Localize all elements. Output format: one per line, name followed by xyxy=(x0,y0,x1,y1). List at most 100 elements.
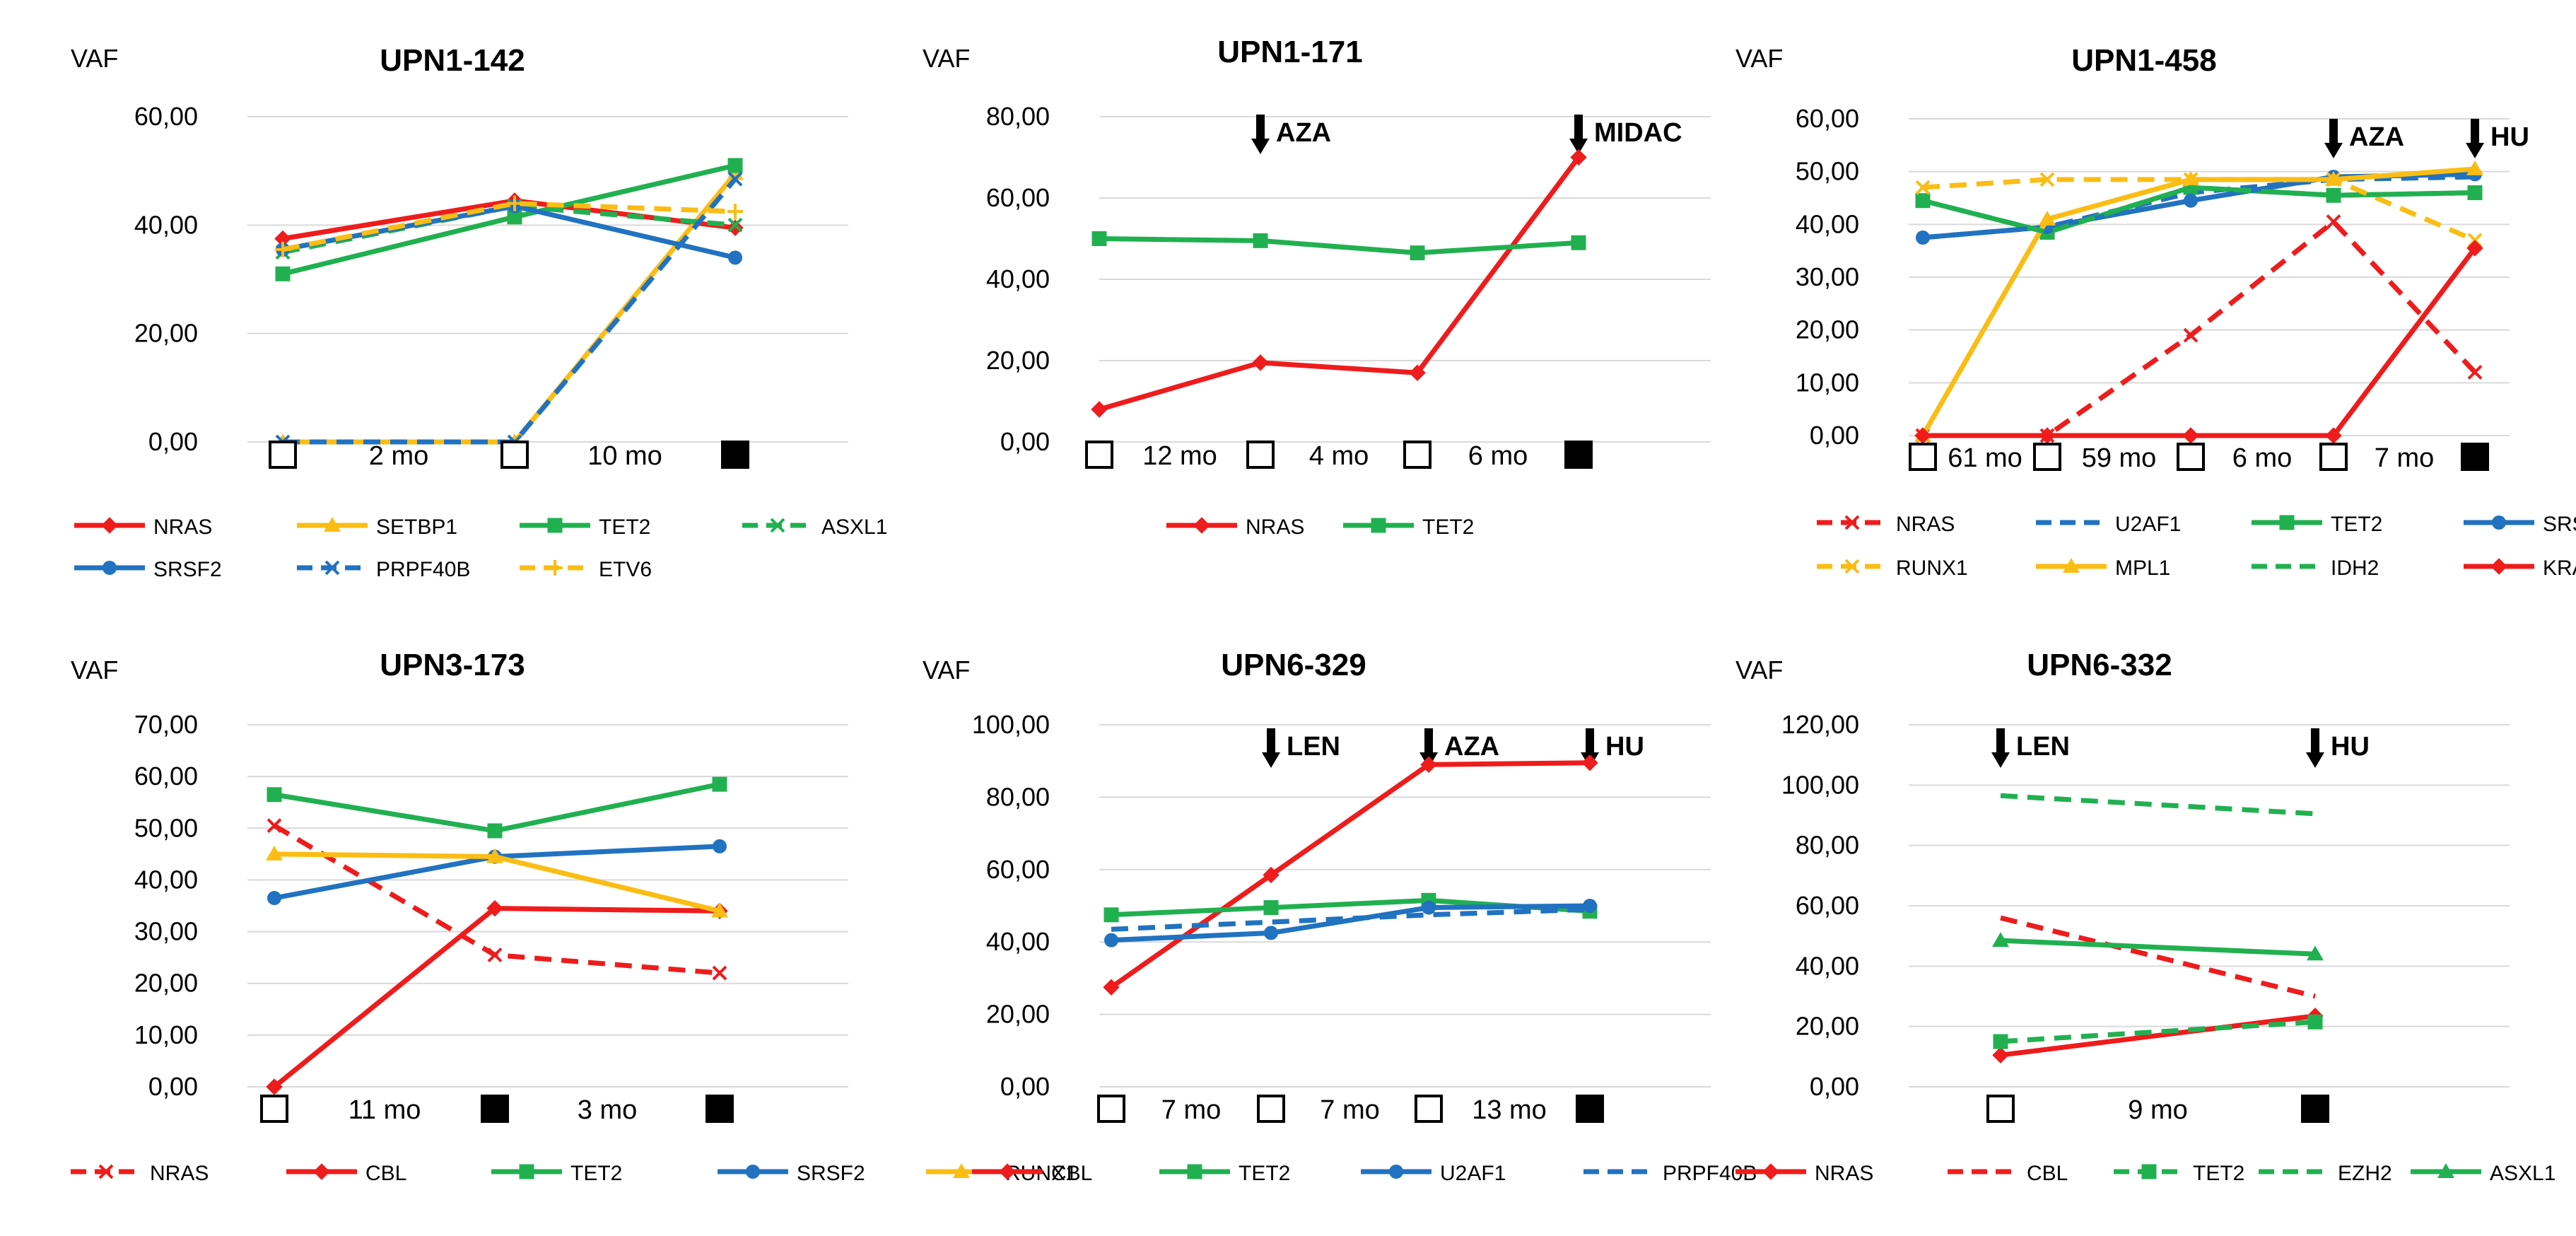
legend-item-idh2: IDH2 xyxy=(2252,556,2379,580)
y-tick-label: 80,00 xyxy=(986,782,1050,811)
data-point xyxy=(1263,900,1279,916)
legend-marker xyxy=(98,1164,114,1179)
legend-marker xyxy=(1844,515,1860,530)
series-line xyxy=(282,204,736,255)
timepoint-filled-marker xyxy=(2461,443,2489,471)
therapy-label: LEN xyxy=(2016,732,2070,762)
data-point xyxy=(727,171,743,187)
data-point xyxy=(1104,933,1118,948)
y-tick-label: 0,00 xyxy=(1000,1072,1050,1101)
series-line xyxy=(282,201,736,252)
chart-title: UPN6-332 xyxy=(2027,648,2172,682)
y-tick-label: 40,00 xyxy=(134,210,198,239)
data-point xyxy=(2039,210,2056,226)
y-tick-label: 20,00 xyxy=(986,346,1050,375)
series-runx1 xyxy=(1915,172,2483,248)
therapy-label: LEN xyxy=(1287,732,1340,762)
data-point xyxy=(1263,866,1280,884)
y-axis-label: VAF xyxy=(71,655,118,684)
data-point xyxy=(2184,193,2198,208)
legend-marker xyxy=(746,1165,760,1179)
data-point xyxy=(1253,233,1268,248)
legend-label: TET2 xyxy=(599,515,650,539)
series-ezh2 xyxy=(2000,793,2316,817)
legend-label: KRAS xyxy=(2543,556,2576,580)
data-point xyxy=(712,965,727,981)
y-tick-label: 60,00 xyxy=(134,102,198,131)
series-asxl1 xyxy=(1992,932,2324,961)
data-point xyxy=(1264,926,1278,940)
legend-marker xyxy=(2437,1163,2454,1178)
legend-item-tet2: TET2 xyxy=(2114,1162,2244,1185)
timepoint-empty-marker xyxy=(1415,1095,1443,1123)
data-point xyxy=(2467,364,2483,380)
therapy-arrow-icon xyxy=(1251,115,1270,154)
y-axis-label: VAF xyxy=(923,655,970,684)
timepoint-empty-marker xyxy=(2319,443,2348,471)
data-point xyxy=(1915,180,1931,195)
legend-item-u2af1: U2AF1 xyxy=(1361,1162,1506,1185)
y-tick-label: 20,00 xyxy=(1796,1012,1859,1041)
legend-label: CBL xyxy=(2027,1162,2068,1185)
legend-label: CBL xyxy=(1051,1162,1092,1185)
legend-label: NRAS xyxy=(150,1162,209,1185)
data-point xyxy=(2307,945,2324,961)
series-line xyxy=(1920,166,2476,437)
legend-marker xyxy=(1844,559,1860,574)
series-line xyxy=(1099,156,1581,412)
y-axis-label: VAF xyxy=(1735,655,1783,684)
chart-title: UPN1-171 xyxy=(1217,35,1362,69)
y-tick-label: 0,00 xyxy=(1810,1072,1859,1101)
data-point xyxy=(275,241,291,257)
series-line xyxy=(2000,1019,2316,1044)
legend-item-etv6: ETV6 xyxy=(520,558,652,581)
y-tick-label: 40,00 xyxy=(986,927,1050,956)
therapy-label: AZA xyxy=(1276,118,1331,148)
legend-marker xyxy=(313,1163,330,1180)
series-line xyxy=(2000,915,2316,999)
timepoint-empty-marker xyxy=(1097,1095,1125,1123)
legend-label: SRSF2 xyxy=(153,558,222,581)
timepoint-empty-marker xyxy=(1909,443,1937,471)
y-tick-label: 80,00 xyxy=(1796,831,1859,860)
legend-marker xyxy=(2141,1164,2157,1179)
legend-marker xyxy=(1193,517,1210,534)
time-interval-label: 7 mo xyxy=(2375,443,2434,473)
y-tick-label: 60,00 xyxy=(986,855,1050,884)
legend-item-prpf40b: PRPF40B xyxy=(297,558,470,581)
series-tet2 xyxy=(1091,231,1586,261)
timepoint-filled-marker xyxy=(481,1095,509,1123)
timepoint-empty-marker xyxy=(1085,441,1113,469)
y-axis-label: VAF xyxy=(71,44,118,73)
legend-label: CBL xyxy=(365,1162,406,1185)
legend-marker xyxy=(1187,1164,1202,1179)
data-point xyxy=(1993,1034,2008,1049)
legend-item-prpf40b: PRPF40B xyxy=(1583,1162,1757,1185)
therapy-arrow-icon xyxy=(1569,115,1588,154)
data-point xyxy=(1103,907,1119,923)
timepoint-empty-marker xyxy=(2177,443,2205,471)
legend-item-cbl: CBL xyxy=(286,1162,406,1185)
legend-label: ASXL1 xyxy=(2490,1162,2555,1185)
legend-label: U2AF1 xyxy=(2115,513,2181,536)
y-tick-label: 10,00 xyxy=(134,1020,198,1049)
time-interval-label: 10 mo xyxy=(587,441,662,471)
series-cbl xyxy=(2000,915,2316,999)
data-point xyxy=(712,776,727,792)
data-point xyxy=(1992,1046,2009,1063)
series-nras xyxy=(1091,148,1587,418)
timepoint-empty-marker xyxy=(1257,1095,1285,1123)
legend-item-srsf2: SRSF2 xyxy=(74,558,222,581)
legend-label: MPL1 xyxy=(2115,556,2170,580)
y-axis-label: VAF xyxy=(1735,44,1783,73)
data-point xyxy=(727,158,743,173)
data-point xyxy=(1583,899,1597,913)
legend-marker xyxy=(2063,558,2080,573)
legend-marker xyxy=(999,1163,1016,1180)
data-point xyxy=(713,839,727,853)
legend-item-asxl1: ASXL1 xyxy=(2411,1162,2555,1185)
legend-label: NRAS xyxy=(153,515,212,539)
series-line xyxy=(272,906,720,1089)
timepoint-empty-marker xyxy=(1986,1095,2015,1123)
data-point xyxy=(2466,160,2483,175)
